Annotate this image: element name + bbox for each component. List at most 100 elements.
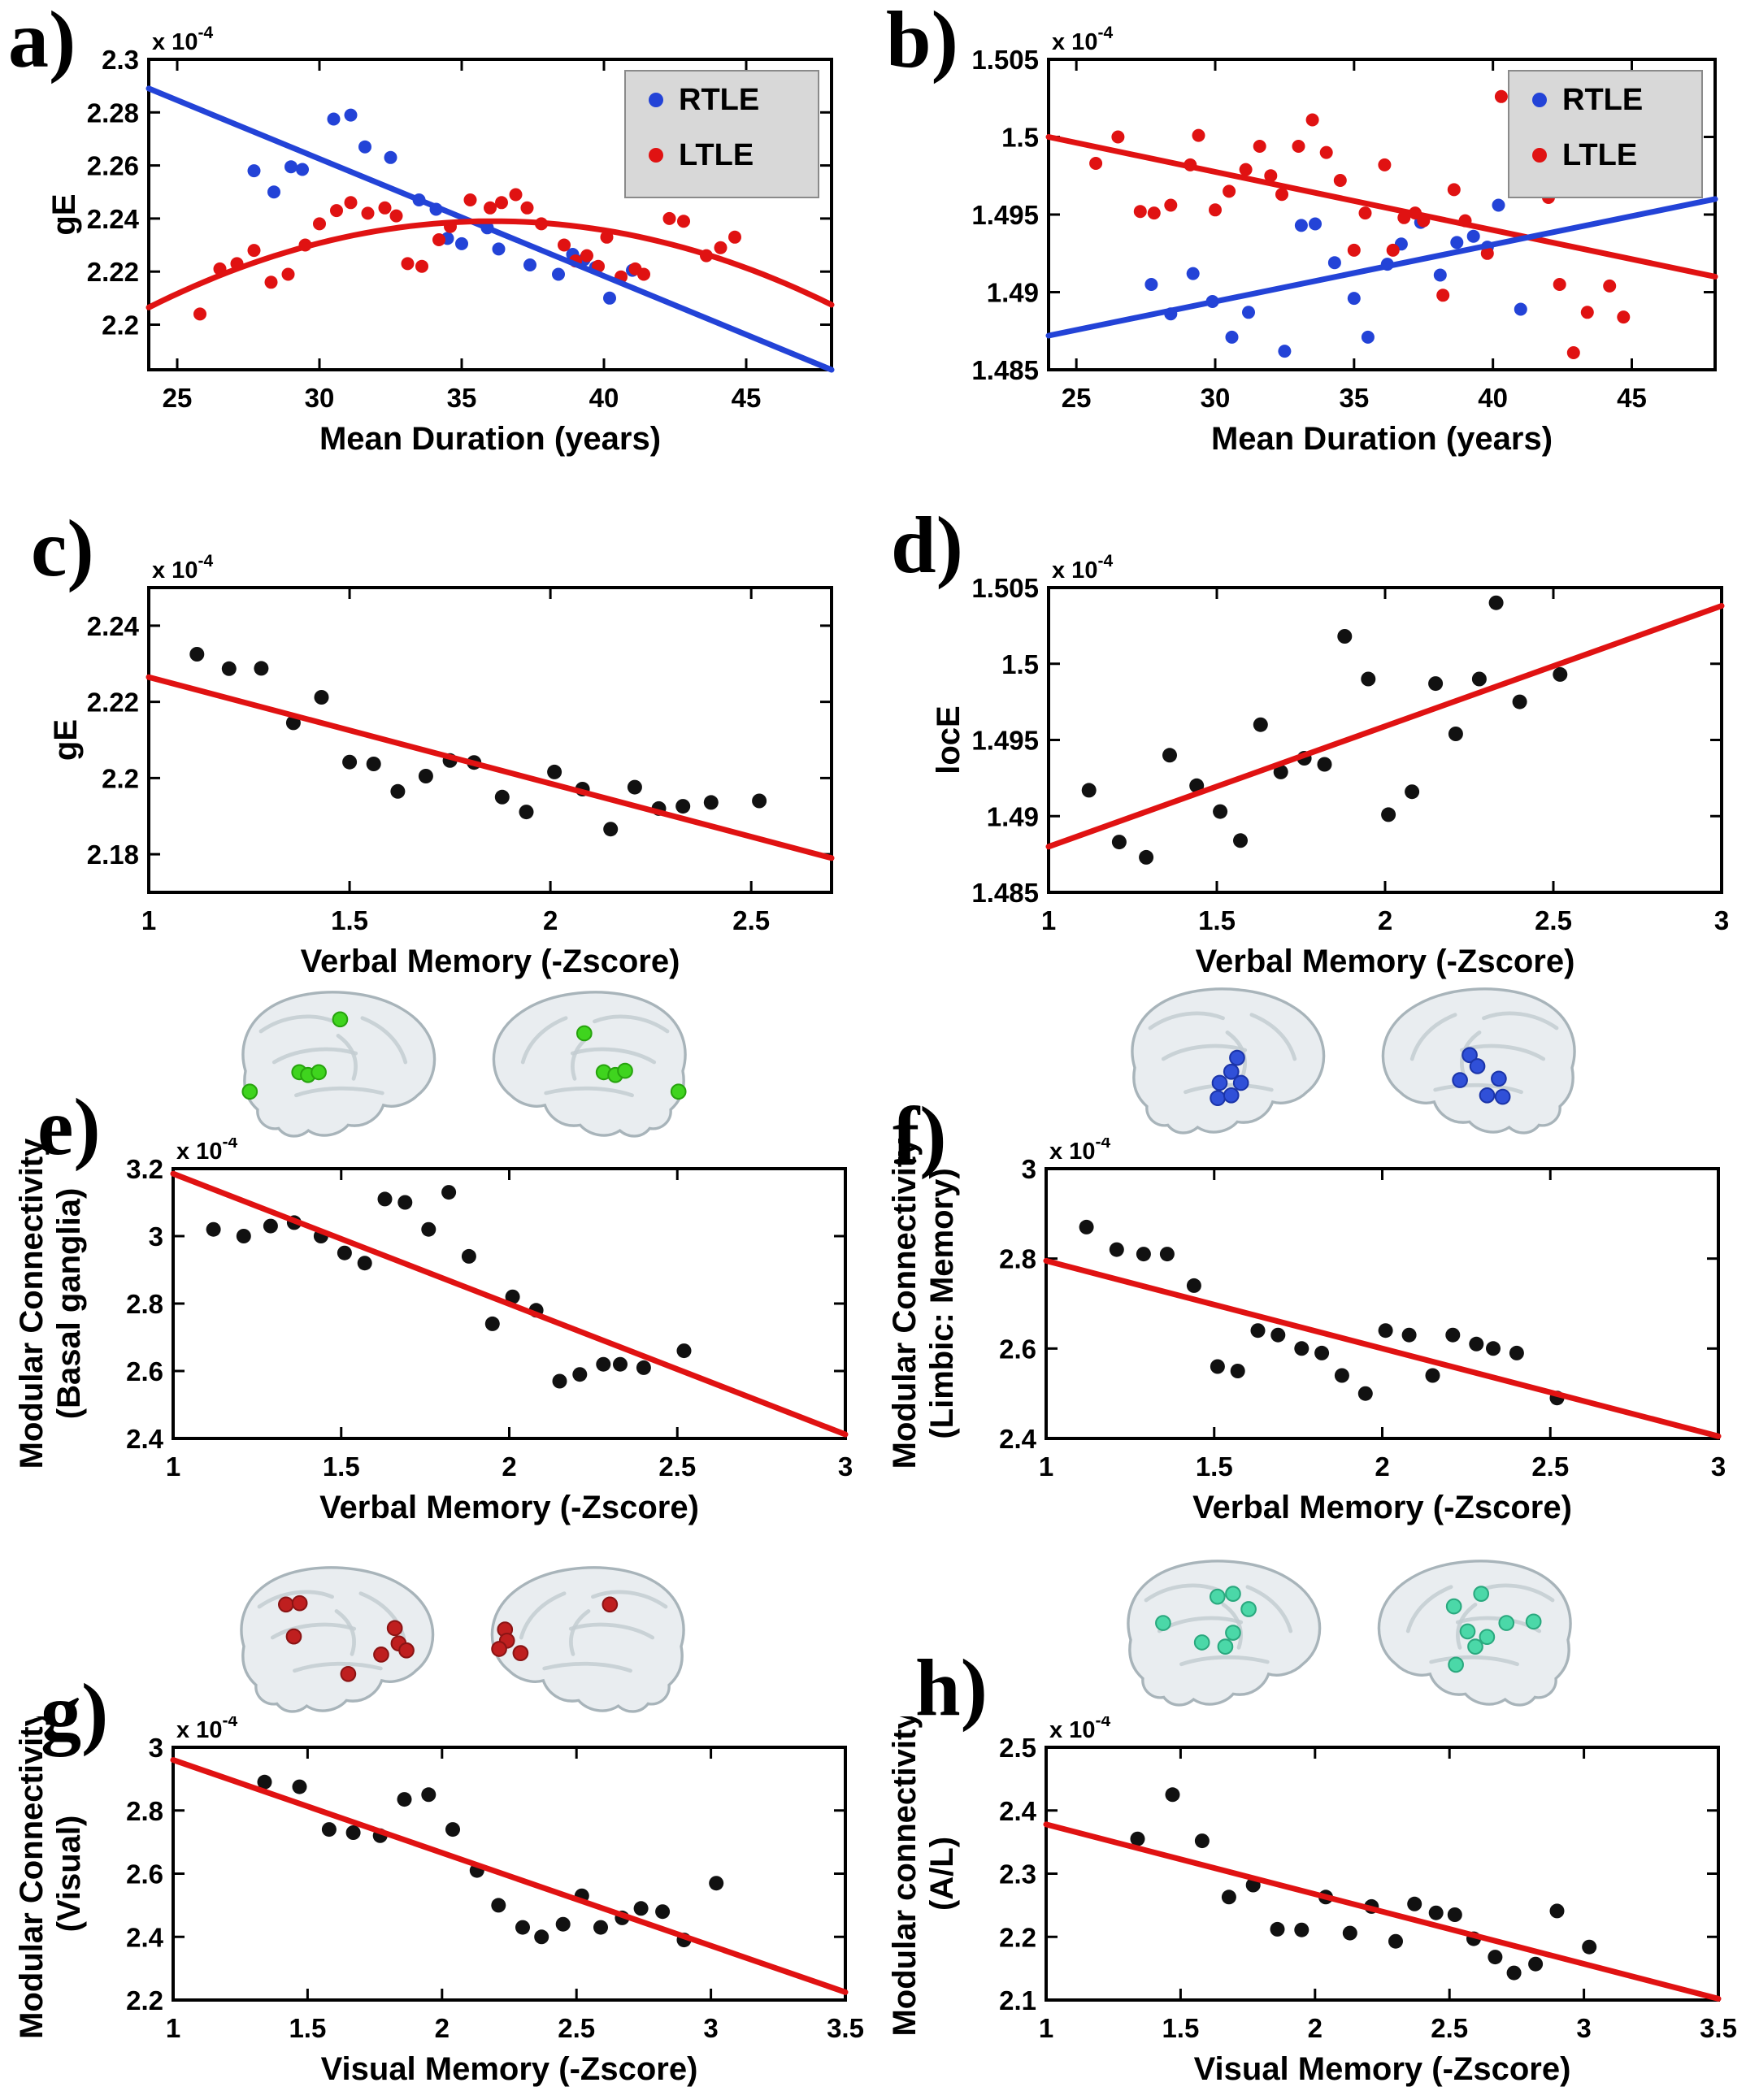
data-point-LTLE — [509, 188, 523, 202]
data-point-RTLE — [296, 163, 309, 176]
data-point-RTLE — [1347, 292, 1361, 306]
y-axis-label: locE — [931, 705, 966, 774]
plot-box — [1047, 586, 1723, 894]
data-point-patients — [257, 1774, 272, 1790]
fit-line-LTLE-fit — [1045, 134, 1718, 280]
data-point-patients — [675, 799, 691, 814]
brain-outline-group — [241, 991, 436, 1138]
y-tick-label: 2.8 — [126, 1796, 163, 1826]
brain-sulcus — [271, 1047, 358, 1065]
panel-b-chart: 25 30 35 40 45 1.485 1.49 1.495 1.5 1.505 x 10-4 Me… — [919, 23, 1731, 470]
y-tick-label: 2.2 — [126, 1985, 163, 2015]
data-point-LTLE — [1253, 140, 1266, 153]
data-point-patients — [1136, 1247, 1151, 1262]
data-point-patients — [421, 1787, 436, 1803]
data-point-patients — [1425, 1368, 1440, 1383]
brain-sulcus — [1409, 1013, 1457, 1061]
data-point-patients — [655, 1904, 671, 1920]
data-point-patients — [515, 1920, 530, 1935]
legend-label-LTLE: LTLE — [1562, 138, 1637, 172]
y-tick-label: 1.49 — [987, 278, 1039, 308]
data-point-patients — [314, 690, 329, 705]
chart-svg: 1 1.5 2 2.5 3 1.485 1.49 1.495 1.5 1.505 x 10-4 Ver… — [931, 552, 1729, 979]
x-tick-label: 3 — [1714, 905, 1729, 935]
x-tick-label: 1 — [166, 1451, 180, 1482]
data-point-LTLE — [580, 249, 593, 262]
y-tick-label: 1.495 — [971, 726, 1039, 756]
y-tick-label: 2.6 — [999, 1334, 1036, 1364]
axis-exponent: x 10-4 — [152, 552, 213, 584]
brain-sulcus — [519, 1591, 567, 1640]
y-tick-label: 2.26 — [87, 151, 139, 181]
y-tick-label: 2.4 — [126, 1424, 164, 1454]
data-point-RTLE — [1242, 306, 1255, 319]
y-tick-label: 1.505 — [971, 45, 1039, 75]
x-tick-label: 2.5 — [1535, 905, 1572, 935]
brain-node — [1223, 1063, 1240, 1080]
y-tick-label: 2.2 — [102, 763, 139, 793]
brain-node — [1479, 1087, 1496, 1104]
x-tick-label: 2.5 — [658, 1451, 696, 1482]
y-axis-label: Modular Connectivity — [14, 1716, 50, 2039]
data-point-LTLE — [1347, 243, 1361, 257]
brain-node — [1498, 1615, 1515, 1631]
data-point-patients — [1528, 1956, 1544, 1972]
brain-sulcus — [1456, 1603, 1478, 1650]
x-tick-label: 45 — [732, 383, 762, 413]
data-point-patients — [366, 757, 381, 771]
fit-line-fit — [170, 1170, 849, 1438]
data-point-patients — [342, 754, 358, 770]
data-point-patients — [1159, 1247, 1175, 1262]
data-point-patients — [676, 1343, 692, 1359]
brain-right-hemisphere — [492, 991, 687, 1138]
panel-g-letter: g) — [41, 1667, 109, 1757]
data-point-LTLE — [361, 206, 375, 220]
data-point-LTLE — [463, 193, 477, 206]
brain-node — [311, 1064, 327, 1081]
data-point-patients — [1486, 1341, 1501, 1356]
data-point-patients — [1512, 694, 1527, 709]
data-point-patients — [418, 769, 433, 783]
brain-sulcus — [257, 1590, 334, 1609]
panel-c-letter: c) — [31, 503, 94, 593]
y-tick-label: 1.5 — [1001, 649, 1039, 679]
brain-sulcus — [1433, 1083, 1523, 1095]
data-point-patients — [1428, 1905, 1444, 1920]
data-point-RTLE — [455, 236, 468, 250]
brain-node — [1462, 1047, 1478, 1064]
brain-node — [1211, 1074, 1228, 1091]
data-point-LTLE — [1305, 113, 1319, 127]
data-point-patients — [1111, 835, 1127, 850]
data-point-patients — [752, 793, 767, 809]
data-point-LTLE — [484, 201, 497, 215]
brain-sulcus — [294, 1086, 384, 1098]
axis-exponent: x 10-4 — [176, 1138, 237, 1165]
data-point-LTLE — [495, 196, 508, 210]
data-point-patients — [357, 1256, 372, 1271]
data-point-patients — [292, 1779, 307, 1794]
brain-node — [1229, 1049, 1245, 1066]
plot-box — [1045, 1746, 1720, 2002]
data-point-RTLE — [247, 164, 261, 178]
data-point-RTLE — [327, 112, 341, 126]
brain-diagrams-basal-ganglia — [228, 985, 701, 1139]
plot-box — [1045, 1167, 1720, 1440]
brain-node — [602, 1596, 619, 1613]
brain-sulcus — [1245, 1585, 1293, 1634]
brain-node — [1225, 1625, 1241, 1641]
data-point-LTLE — [677, 215, 690, 228]
brain-sulcus — [568, 1622, 655, 1640]
chart-svg: 1 1.5 2 2.5 3 2.4 2.6 2.8 3 3.2 x 10-4 Verbal Memor… — [14, 1133, 853, 1525]
brain-silhouette — [1127, 1560, 1322, 1707]
brain-sulcus — [293, 1661, 383, 1673]
data-point-RTLE — [1186, 267, 1200, 280]
data-point-RTLE — [1294, 219, 1308, 232]
brain-sulcus — [1225, 1030, 1247, 1078]
legend-box — [1508, 70, 1703, 198]
data-point-patients — [1081, 783, 1097, 798]
data-point-patients — [1337, 629, 1353, 644]
y-axis-label: gE — [48, 719, 84, 761]
data-point-RTLE — [1309, 217, 1322, 231]
data-point-patients — [1553, 666, 1568, 682]
brain-node — [1452, 1072, 1468, 1088]
